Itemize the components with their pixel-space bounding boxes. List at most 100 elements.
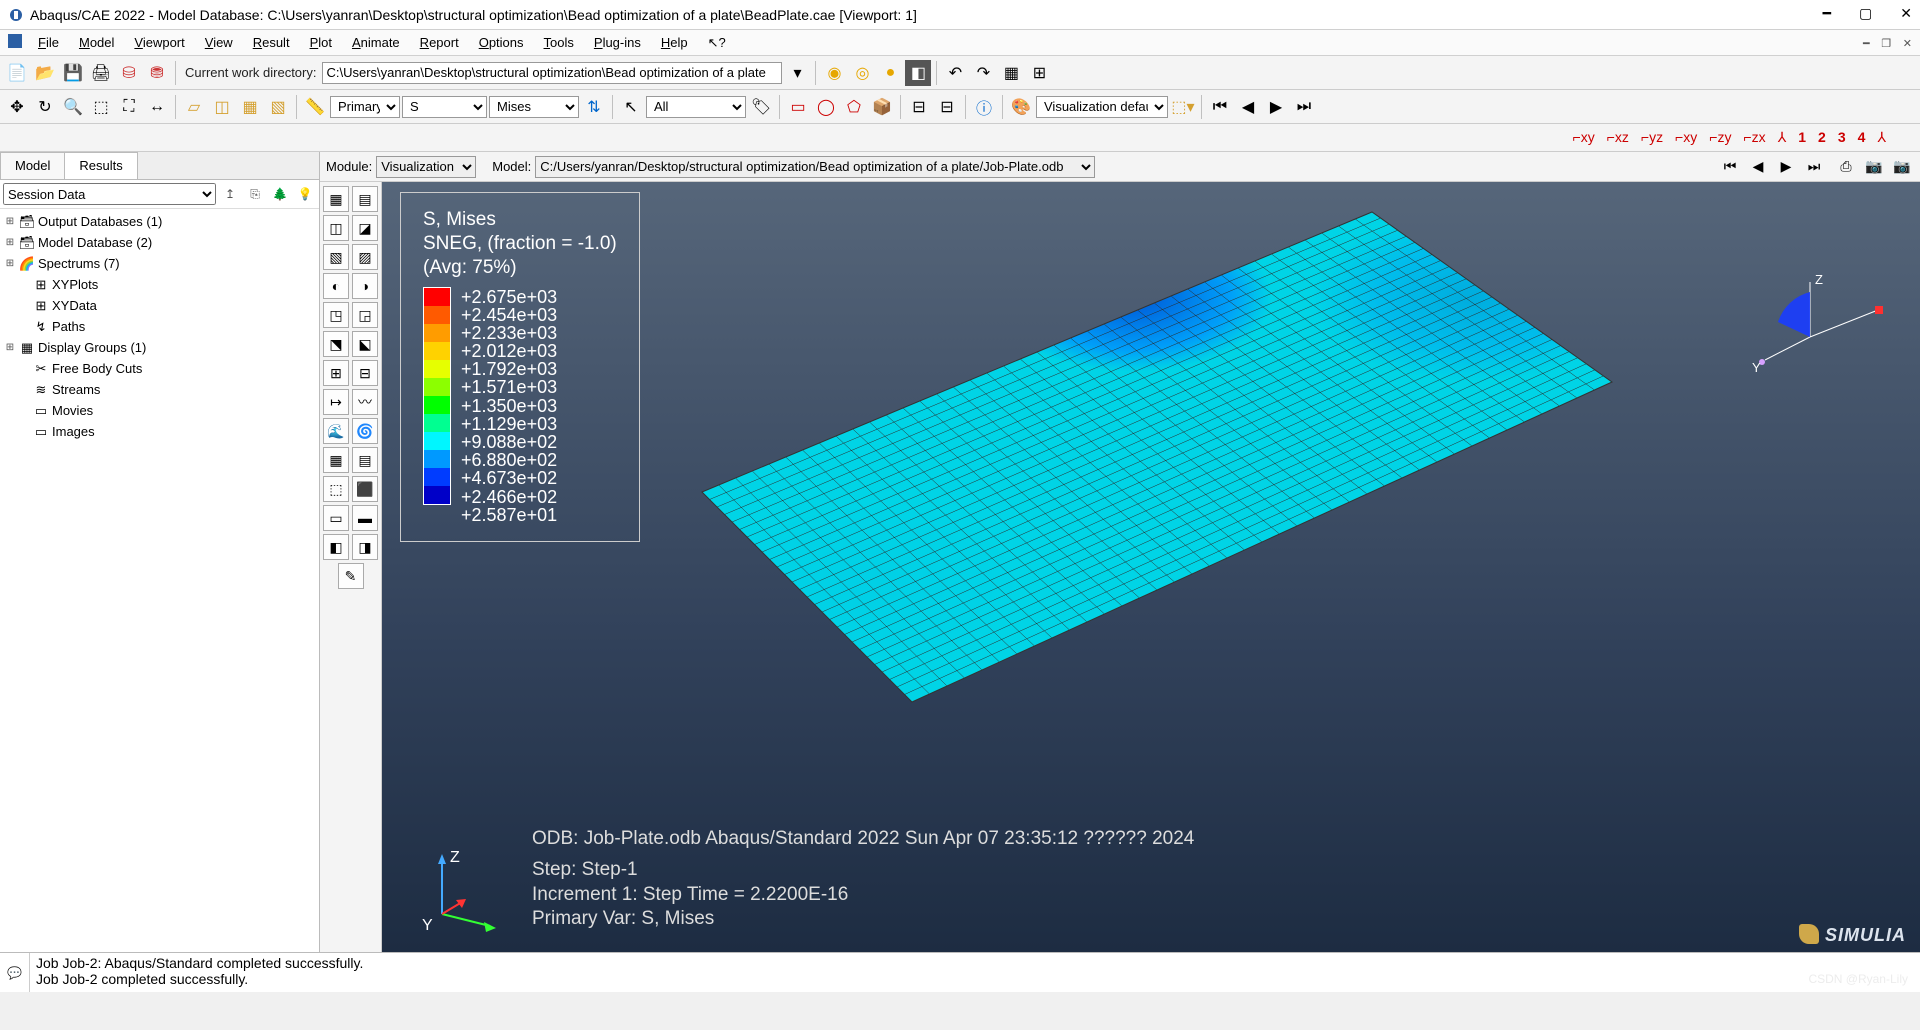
- box1-icon[interactable]: ▱: [181, 94, 207, 120]
- toolbox-btn-21[interactable]: ⬛: [352, 476, 378, 502]
- axis-3-button[interactable]: 3: [1838, 129, 1846, 146]
- menu-plot[interactable]: Plot: [300, 32, 342, 53]
- s-select[interactable]: S: [402, 96, 487, 118]
- stretch-icon[interactable]: ↔: [144, 94, 170, 120]
- menu-view[interactable]: View: [195, 32, 243, 53]
- new-icon[interactable]: 📄: [4, 60, 30, 86]
- axis-iso-icon[interactable]: ⅄: [1778, 129, 1787, 146]
- save-image-icon[interactable]: ⎙: [1834, 156, 1858, 178]
- menu-plug-ins[interactable]: Plug-ins: [584, 32, 651, 53]
- fit-icon[interactable]: ⛶: [116, 94, 142, 120]
- maximize-button[interactable]: ▢: [1859, 6, 1872, 23]
- axis-xy-icon[interactable]: ⌐xy: [1573, 129, 1595, 146]
- grid-icon[interactable]: ⊞: [1026, 60, 1052, 86]
- tree-model-database-2-[interactable]: ⊞🗃Model Database (2): [0, 232, 319, 253]
- toolbox-btn-13[interactable]: ⊟: [352, 360, 378, 386]
- rail1-icon[interactable]: ⊟: [906, 94, 932, 120]
- db-icon[interactable]: ⛁: [116, 60, 142, 86]
- tree-free-body-cuts[interactable]: ✂Free Body Cuts: [0, 358, 319, 379]
- toolbox-btn-7[interactable]: ◑: [352, 273, 378, 299]
- pan-icon[interactable]: ✥: [4, 94, 30, 120]
- tab-model[interactable]: Model: [0, 152, 65, 179]
- toolbox-btn-2[interactable]: ◫: [323, 215, 349, 241]
- axis-1-button[interactable]: 1: [1798, 129, 1806, 146]
- menu-animate[interactable]: Animate: [342, 32, 410, 53]
- cursor-icon[interactable]: ↖: [618, 94, 644, 120]
- tree-paths[interactable]: ↯Paths: [0, 316, 319, 337]
- tree-xydata[interactable]: ⊞XYData: [0, 295, 319, 316]
- toolbox-btn-26[interactable]: ✎: [338, 563, 364, 589]
- menu-help[interactable]: Help: [651, 32, 698, 53]
- viewport[interactable]: S, Mises SNEG, (fraction = -1.0) (Avg: 7…: [382, 182, 1920, 952]
- undo-icon[interactable]: ↶: [942, 60, 968, 86]
- render3-icon[interactable]: ●: [877, 60, 903, 86]
- session-bulb-icon[interactable]: 💡: [294, 183, 316, 205]
- mdi-minimize-button[interactable]: ━: [1859, 38, 1874, 50]
- zoomwin-icon[interactable]: ⬚: [88, 94, 114, 120]
- toolbox-btn-9[interactable]: ◲: [352, 302, 378, 328]
- snapshot-icon[interactable]: 📷: [1862, 156, 1886, 178]
- module-select[interactable]: Visualization: [376, 156, 476, 178]
- axis-zy-icon[interactable]: ⌐zy: [1709, 129, 1731, 146]
- menu-file[interactable]: File: [28, 32, 69, 53]
- toolbox-btn-22[interactable]: ▭: [323, 505, 349, 531]
- redo-icon[interactable]: ↷: [970, 60, 996, 86]
- help-pointer-icon[interactable]: ↖?: [698, 32, 736, 54]
- selcirc-icon[interactable]: ◯: [813, 94, 839, 120]
- frame-next-icon[interactable]: ▶: [1774, 156, 1798, 178]
- open-icon[interactable]: 📂: [32, 60, 58, 86]
- layers-icon[interactable]: ▦: [998, 60, 1024, 86]
- tab-results[interactable]: Results: [64, 152, 137, 179]
- tree-display-groups-1-[interactable]: ⊞▦Display Groups (1): [0, 337, 319, 358]
- save-icon[interactable]: 💾: [60, 60, 86, 86]
- anim-next-icon[interactable]: ▶: [1263, 94, 1289, 120]
- toolbox-btn-15[interactable]: 〰: [352, 389, 378, 415]
- close-button[interactable]: ✕: [1900, 6, 1912, 23]
- axis-2-button[interactable]: 2: [1818, 129, 1826, 146]
- menu-viewport[interactable]: Viewport: [124, 32, 194, 53]
- frame-prev-icon[interactable]: ◀: [1746, 156, 1770, 178]
- all-select[interactable]: All: [646, 96, 746, 118]
- ruler-icon[interactable]: 📏: [302, 94, 328, 120]
- menu-result[interactable]: Result: [243, 32, 300, 53]
- session-tree-icon[interactable]: 🌲: [269, 183, 291, 205]
- visdefault-select[interactable]: Visualization defaults: [1036, 96, 1168, 118]
- tree-xyplots[interactable]: ⊞XYPlots: [0, 274, 319, 295]
- box4-icon[interactable]: ▧: [265, 94, 291, 120]
- toolbox-btn-3[interactable]: ◪: [352, 215, 378, 241]
- toolbox-btn-0[interactable]: ▦: [323, 186, 349, 212]
- sync-icon[interactable]: ⇅: [581, 94, 607, 120]
- console-icon[interactable]: 💬: [0, 953, 30, 992]
- axis-zx-icon[interactable]: ⌐zx: [1744, 129, 1766, 146]
- info-icon[interactable]: ⓘ: [971, 94, 997, 120]
- toolbox-btn-10[interactable]: ⬔: [323, 331, 349, 357]
- toolbox-btn-16[interactable]: 🌊: [323, 418, 349, 444]
- toolbox-btn-5[interactable]: ▨: [352, 244, 378, 270]
- compass[interactable]: Z Y: [1750, 272, 1890, 372]
- frame-last-icon[interactable]: ⏭: [1802, 156, 1826, 178]
- menu-report[interactable]: Report: [410, 32, 469, 53]
- mdi-close-button[interactable]: ✕: [1899, 38, 1916, 50]
- toolbox-btn-14[interactable]: ↦: [323, 389, 349, 415]
- toolbox-btn-19[interactable]: ▤: [352, 447, 378, 473]
- axis-4-button[interactable]: 4: [1858, 129, 1866, 146]
- toolbox-btn-17[interactable]: 🌀: [352, 418, 378, 444]
- minimize-button[interactable]: ━: [1823, 6, 1831, 23]
- toolbox-btn-4[interactable]: ▧: [323, 244, 349, 270]
- menu-model[interactable]: Model: [69, 32, 124, 53]
- toolbox-btn-25[interactable]: ◨: [352, 534, 378, 560]
- session-select[interactable]: Session Data: [3, 183, 216, 205]
- toolbox-btn-1[interactable]: ▤: [352, 186, 378, 212]
- anim-prev-icon[interactable]: ◀: [1235, 94, 1261, 120]
- axis-yz-icon[interactable]: ⌐yz: [1641, 129, 1663, 146]
- tree-images[interactable]: ▭Images: [0, 421, 319, 442]
- frame-first-icon[interactable]: ⏮: [1718, 156, 1742, 178]
- toolbox-btn-24[interactable]: ◧: [323, 534, 349, 560]
- toolbox-btn-12[interactable]: ⊞: [323, 360, 349, 386]
- rail2-icon[interactable]: ⊟: [934, 94, 960, 120]
- primary-select[interactable]: Primary: [330, 96, 400, 118]
- rotate-icon[interactable]: ↻: [32, 94, 58, 120]
- toolbox-btn-20[interactable]: ⬚: [323, 476, 349, 502]
- results-tree[interactable]: ⊞🗃Output Databases (1)⊞🗃Model Database (…: [0, 209, 319, 952]
- cwd-input[interactable]: [322, 62, 782, 84]
